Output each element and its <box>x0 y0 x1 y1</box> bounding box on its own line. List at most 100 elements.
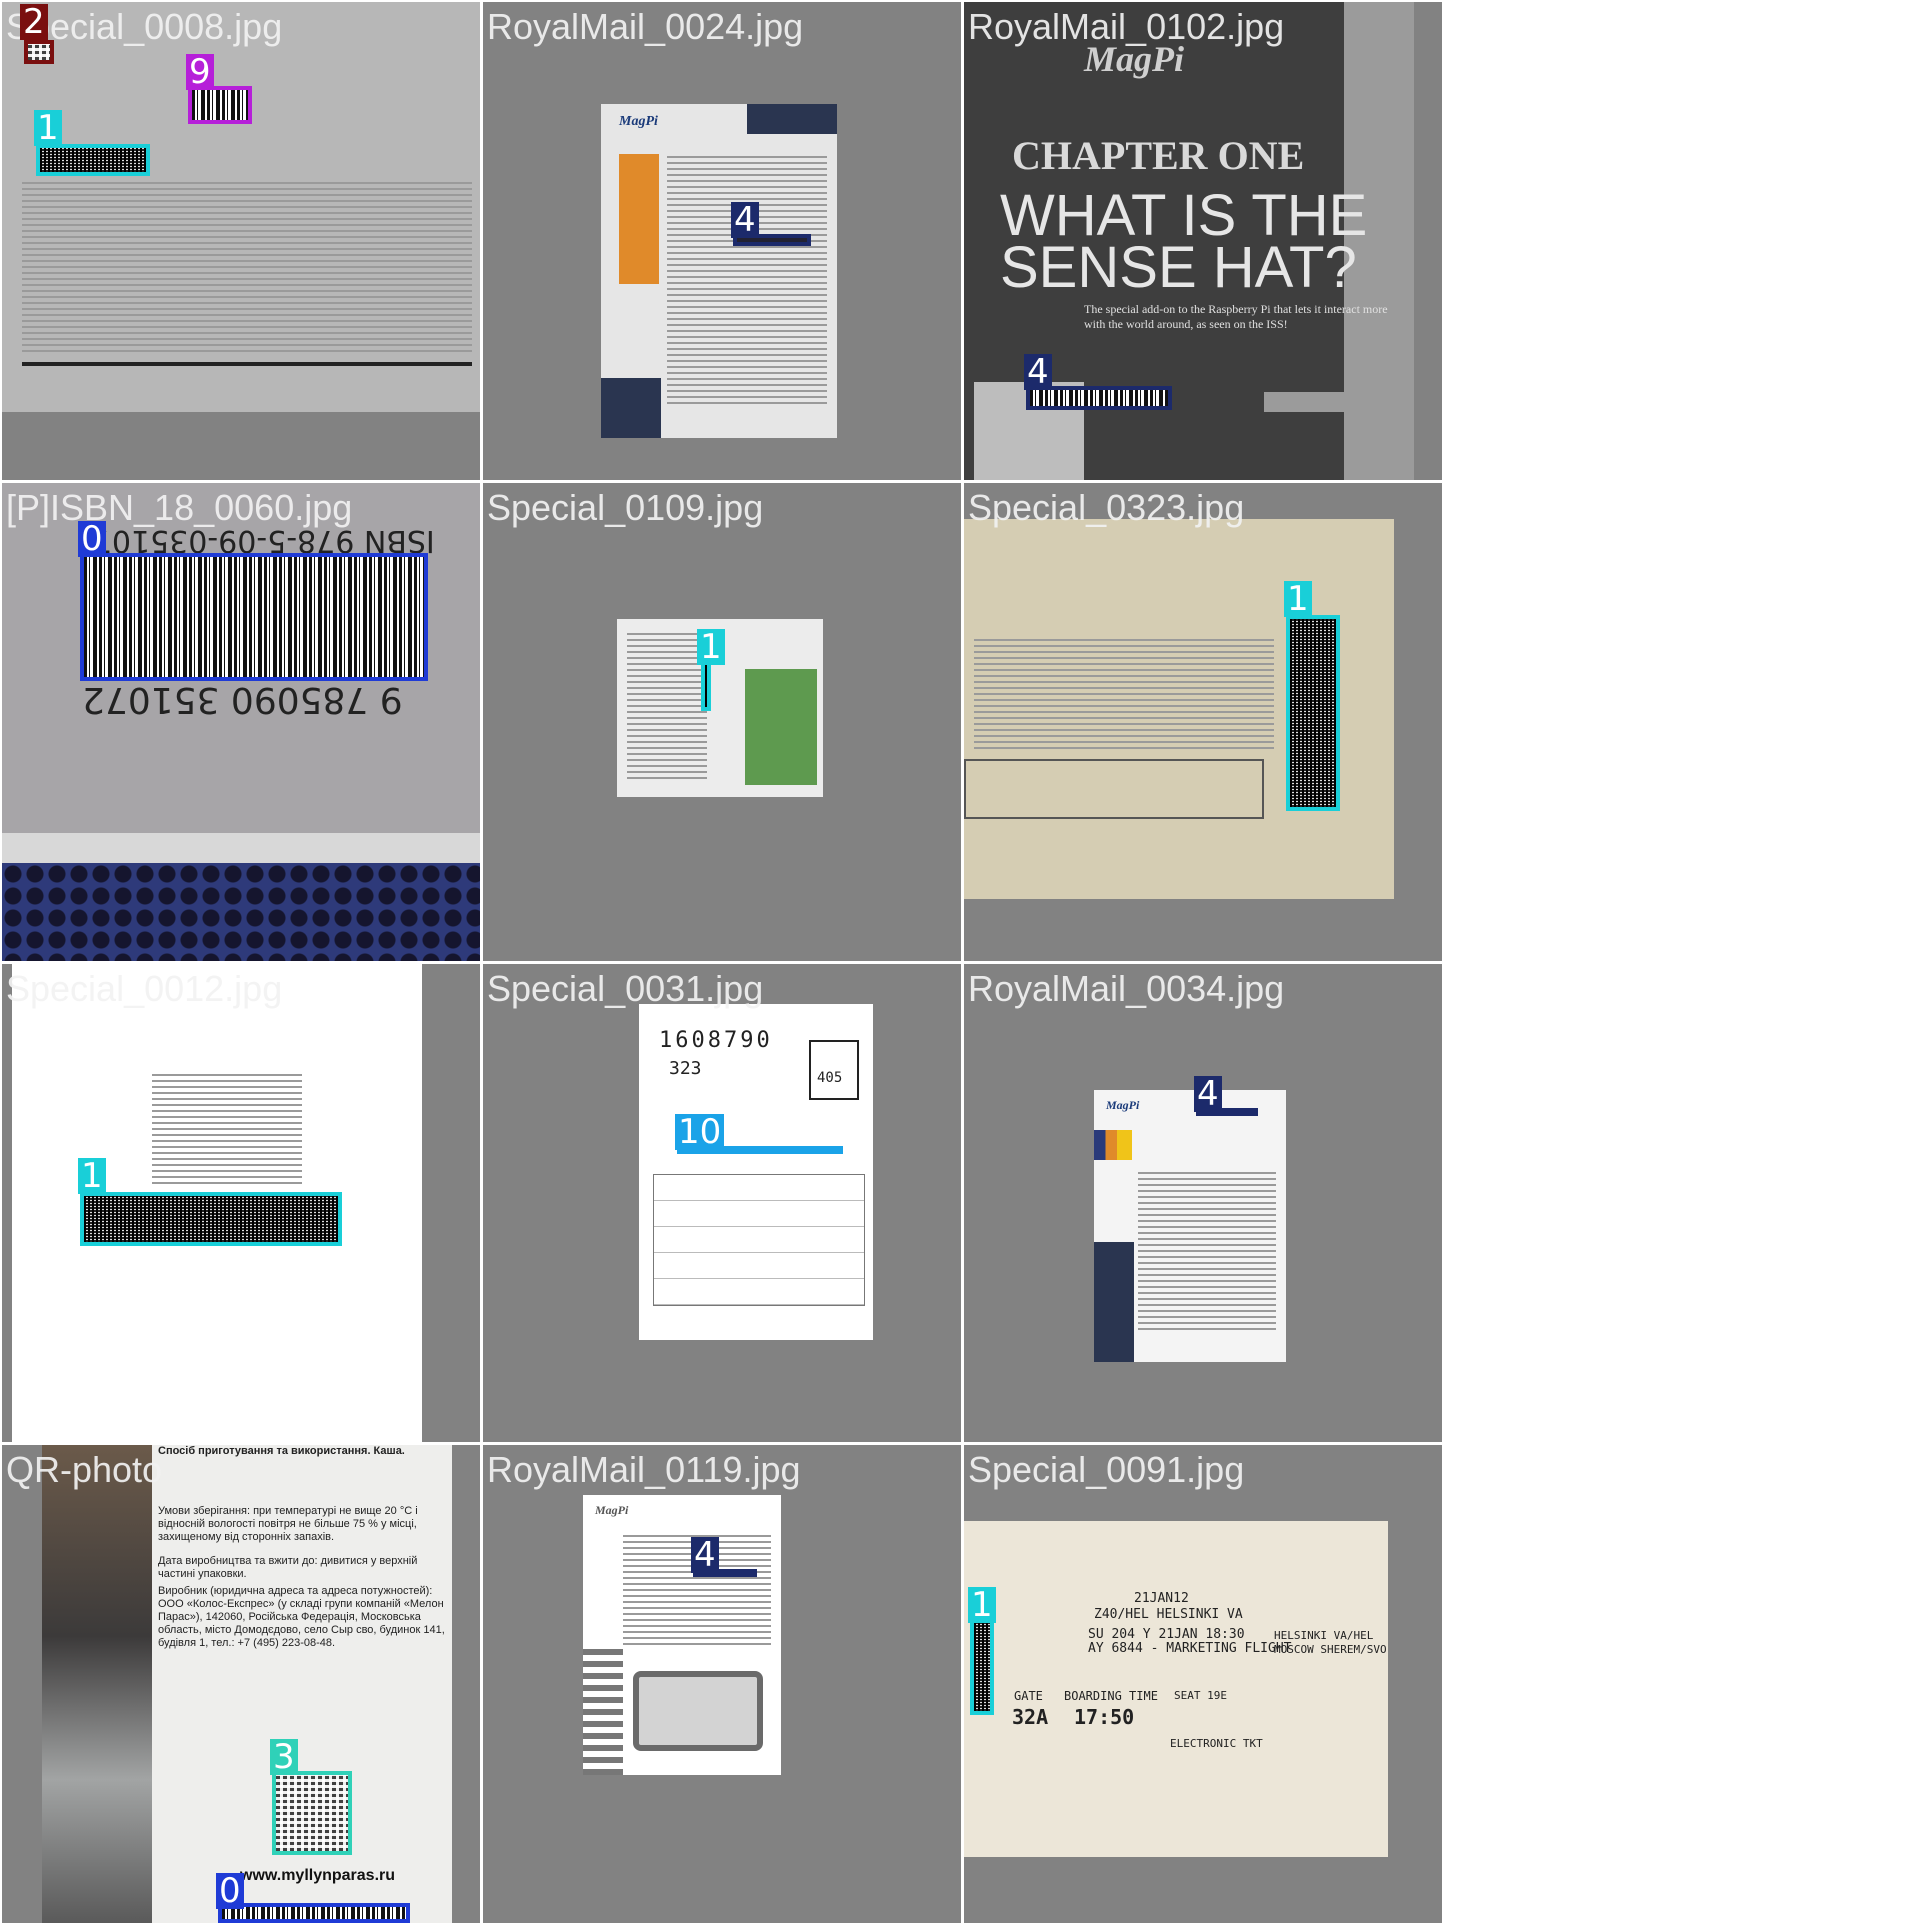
detection-label: 0 <box>216 1873 244 1909</box>
form-document <box>2 2 480 412</box>
detection-box-class-1 <box>970 1619 994 1715</box>
detection-label: 3 <box>270 1739 298 1775</box>
headline-line-1: WHAT IS THE <box>1000 183 1368 248</box>
bp-route: Z40/HEL HELSINKI VA <box>1094 1607 1243 1622</box>
tile-filename: RoyalMail_0119.jpg <box>487 1449 801 1490</box>
detection-label: 4 <box>691 1537 719 1573</box>
body-text <box>1138 1170 1276 1330</box>
tile-filename: RoyalMail_0034.jpg <box>968 968 1285 1009</box>
tile-special-0008[interactable]: Special_0008.jpg 2 9 1 <box>2 2 480 480</box>
magpi-logo: MagPi <box>1106 1098 1140 1112</box>
detection-box-class-9 <box>188 86 252 124</box>
book-edge <box>2 833 480 863</box>
booklet-page <box>617 619 823 797</box>
form-lines <box>22 182 472 352</box>
boarding-pass: 21JAN12 Z40/HEL HELSINKI VA SU 204 Y 21J… <box>964 1521 1388 1857</box>
bp-flight-line-1: SU 204 Y 21JAN 18:30 <box>1088 1627 1245 1642</box>
tile-special-0091[interactable]: 21JAN12 Z40/HEL HELSINKI VA SU 204 Y 21J… <box>964 1445 1442 1923</box>
tile-filename: Special_0323.jpg <box>968 487 1245 528</box>
raspberry-pi-board <box>633 1671 763 1751</box>
tile-filename: Special_0031.jpg <box>487 968 764 1009</box>
postcard-grid <box>653 1174 865 1306</box>
body-text <box>667 154 827 404</box>
page-footer-shape <box>601 378 661 438</box>
jp-postcard: 1608790 323 405 <box>639 1004 873 1340</box>
package-text-1: Спосіб приготування та використання. Каш… <box>158 1445 405 1457</box>
tile-filename: Special_0109.jpg <box>487 487 764 528</box>
chapter-title: CHAPTER ONE <box>1012 133 1305 178</box>
bp-ticket: ELECTRONIC TKT <box>1170 1737 1263 1750</box>
detection-box-class-1 <box>701 661 711 711</box>
bp-date: 21JAN12 <box>1134 1591 1189 1606</box>
detection-label: 1 <box>697 629 725 665</box>
detection-box-class-4 <box>1026 386 1172 410</box>
magpi-logo: MagPi <box>1084 39 1185 79</box>
isbn-digits: 9 785090 351072 <box>82 679 403 720</box>
bp-right-1: HELSINKI VA/HEL <box>1274 1629 1374 1642</box>
detection-box-class-1 <box>36 144 150 176</box>
tile-filename: Special_0091.jpg <box>968 1449 1245 1490</box>
tile-special-0012[interactable]: Special_0012.jpg 1 <box>2 964 480 1442</box>
detection-label: 1 <box>34 110 62 146</box>
headline-line-2: SENSE HAT? <box>1000 235 1357 300</box>
tile-special-0031[interactable]: 1608790 323 405 Special_0031.jpg 10 <box>483 964 961 1442</box>
tile-filename: RoyalMail_0102.jpg <box>968 6 1285 47</box>
tile-royalmail-0024[interactable]: MagPi RoyalMail_0024.jpg 4 <box>483 2 961 480</box>
bp-flight-line-2: AY 6844 - MARKETING FLIGHT <box>1088 1641 1292 1656</box>
detection-box-class-4 <box>1196 1108 1258 1116</box>
magpi-logo: MagPi <box>619 114 658 129</box>
detection-box-class-1 <box>1286 615 1340 811</box>
tile-qr-photo[interactable]: Спосіб приготування та використання. Каш… <box>2 1445 480 1923</box>
detection-box-class-1 <box>80 1192 342 1246</box>
detection-label: 9 <box>186 54 214 90</box>
green-panel <box>745 669 817 785</box>
corner-shape <box>1094 1242 1134 1362</box>
package-text-4: Виробник (юридична адреса та адреса поту… <box>158 1585 445 1649</box>
photo-left <box>42 1445 152 1923</box>
magpi-page: MagPi <box>1094 1090 1286 1362</box>
tile-royalmail-0034[interactable]: MagPi RoyalMail_0034.jpg 4 <box>964 964 1442 1442</box>
magpi-logo: MagPi <box>595 1503 629 1517</box>
tile-royalmail-0119[interactable]: MagPi RoyalMail_0119.jpg 4 <box>483 1445 961 1923</box>
color-blocks <box>1094 1130 1132 1160</box>
postcard-small-number: 323 <box>669 1058 702 1079</box>
document-text <box>152 1074 302 1184</box>
detection-box-class-2 <box>24 40 54 64</box>
detection-label: 4 <box>731 202 759 238</box>
stamp-box <box>809 1040 859 1100</box>
tile-isbn-18-0060[interactable]: ISBN 978-5-09-035107- 9 785090 351072 [P… <box>2 483 480 961</box>
detection-label: 1 <box>78 1158 106 1194</box>
side-stripes <box>583 1645 623 1775</box>
ticket-text <box>974 639 1274 749</box>
detection-label: 1 <box>1284 581 1312 617</box>
bp-gate-value: 32A <box>1012 1705 1049 1729</box>
magpi-page: MagPi <box>583 1495 781 1775</box>
dotted-pattern <box>2 863 480 961</box>
bp-boarding-label: BOARDING TIME <box>1064 1689 1158 1703</box>
tile-filename: Special_0012.jpg <box>6 968 283 1009</box>
tile-special-0323[interactable]: Special_0323.jpg 1 <box>964 483 1442 961</box>
bp-seat: SEAT 19E <box>1174 1689 1227 1702</box>
detection-box-class-3 <box>272 1771 352 1855</box>
cover-stripe <box>1264 392 1414 412</box>
magpi-page: MagPi <box>601 104 837 438</box>
page-corner-banner <box>747 104 837 134</box>
body-text <box>627 629 707 779</box>
detection-box-class-10 <box>677 1146 843 1154</box>
detection-box-class-0 <box>218 1903 410 1923</box>
detection-label: 2 <box>20 4 48 40</box>
bp-boarding-value: 17:50 <box>1074 1705 1135 1729</box>
tile-filename: [P]ISBN_18_0060.jpg <box>6 487 353 528</box>
tile-special-0109[interactable]: Special_0109.jpg 1 <box>483 483 961 961</box>
stamp-code: 405 <box>817 1070 843 1086</box>
package-text-2: Умови зберігання: при температурі не вищ… <box>158 1505 418 1543</box>
bp-right-2: MOSCOW SHEREM/SVO <box>1274 1643 1387 1656</box>
form-rule <box>22 362 472 366</box>
detection-label: 4 <box>1194 1076 1222 1112</box>
detection-box-class-4 <box>693 1569 757 1577</box>
tile-filename: RoyalMail_0024.jpg <box>487 6 804 47</box>
tile-royalmail-0102[interactable]: MagPi CHAPTER ONE WHAT IS THE SENSE HAT?… <box>964 2 1442 480</box>
detection-label: 0 <box>78 521 106 557</box>
cover-subline: The special add-on to the Raspberry Pi t… <box>1084 302 1388 331</box>
package-text-3: Дата виробництва та вжити до: дивитися у… <box>158 1555 418 1580</box>
